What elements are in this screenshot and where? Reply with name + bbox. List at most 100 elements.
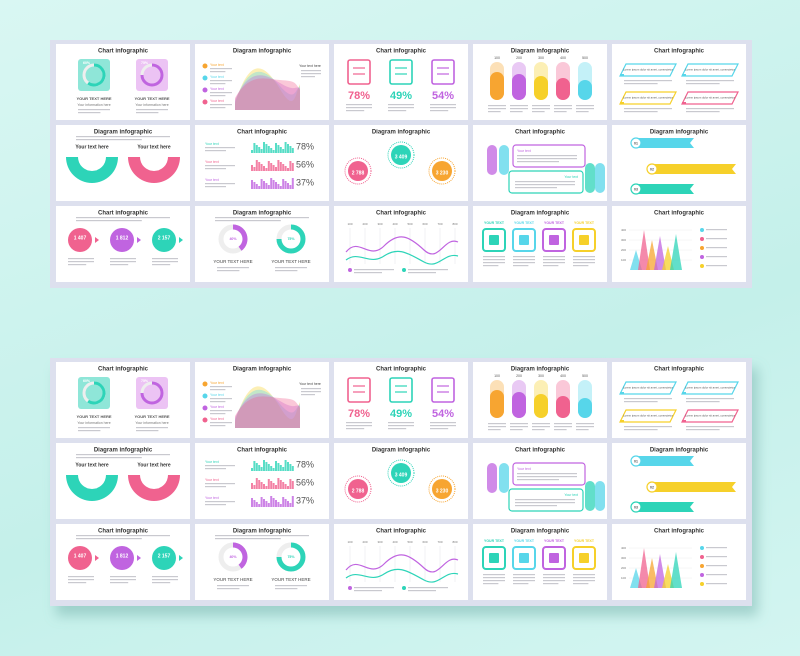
slide-text: 2 788 xyxy=(352,170,365,176)
hist-bar xyxy=(270,178,273,189)
slide-text: Your text xyxy=(210,87,224,91)
slide-text: 300 xyxy=(621,238,626,242)
hist-bar xyxy=(260,149,263,153)
text-line xyxy=(217,267,249,269)
hist-bar xyxy=(282,164,285,171)
slide-bg xyxy=(612,524,746,600)
tag xyxy=(681,63,739,77)
text-line xyxy=(573,583,589,585)
hist-bar xyxy=(275,167,277,171)
hist-bar xyxy=(291,148,294,153)
text-line xyxy=(210,71,226,73)
text-line xyxy=(388,422,414,424)
text-line xyxy=(517,479,559,481)
text-line xyxy=(515,505,557,507)
hist-bar xyxy=(251,165,253,171)
text-line xyxy=(483,262,505,264)
slide-bg xyxy=(56,362,190,438)
text-line xyxy=(408,587,448,589)
text-line xyxy=(215,538,281,540)
hist-bar xyxy=(287,168,289,171)
hist-bar xyxy=(277,502,280,507)
disc xyxy=(68,546,92,570)
text-line xyxy=(543,580,565,582)
hist-bar xyxy=(260,467,263,471)
text-line xyxy=(301,391,321,393)
slide-text: YOUR TEXT xyxy=(514,539,535,543)
text-line xyxy=(624,426,672,428)
slide-text: 500 xyxy=(407,222,412,226)
hist-bar xyxy=(272,180,275,189)
badge xyxy=(432,161,452,181)
text-line xyxy=(430,107,456,109)
text-line xyxy=(517,476,577,478)
icon xyxy=(519,553,529,563)
hist-bar xyxy=(260,164,263,171)
line-b xyxy=(345,250,459,265)
text-line xyxy=(76,217,170,219)
slide: Diagram infographic YOUR TEXT YOUR TEXT YOU… xyxy=(473,524,607,600)
wave xyxy=(235,396,300,428)
hist-bar xyxy=(277,145,280,153)
icon xyxy=(579,235,589,245)
slide-title: Chart infographic xyxy=(237,130,288,136)
icon xyxy=(519,235,529,245)
slide-text: 02 xyxy=(650,167,654,171)
icon xyxy=(549,553,559,563)
text-line xyxy=(543,577,565,579)
text-line xyxy=(576,423,594,425)
text-line xyxy=(686,429,720,431)
text-line xyxy=(513,265,529,267)
slide-title: Chart infographic xyxy=(376,367,427,373)
slide: Chart infographic 100 200 300 400 500 600 700 80… xyxy=(334,206,468,282)
slide-text: 2 157 xyxy=(158,553,171,559)
slide-title: Diagram infographic xyxy=(511,367,570,373)
hist-bar xyxy=(258,465,261,471)
hist-bar xyxy=(289,464,292,471)
slide-text: Your text xyxy=(210,381,224,385)
tag-fill xyxy=(620,102,624,104)
slide-text: 78% xyxy=(296,459,314,469)
legend-dot xyxy=(202,99,208,105)
text-line xyxy=(686,398,734,400)
text-line xyxy=(354,590,382,592)
hist-bar xyxy=(267,503,270,507)
text-line xyxy=(301,388,321,390)
slide-text: YOUR TEXT HERE xyxy=(134,96,169,101)
hist-bar xyxy=(265,501,268,507)
slide-text: Lorem ipsum dolor sit amet, consectetur xyxy=(623,96,673,100)
slide-text: Your text xyxy=(210,75,224,79)
text-line xyxy=(210,80,232,82)
hist-bar xyxy=(289,503,292,507)
cylinder xyxy=(487,463,497,493)
arrow xyxy=(95,555,99,561)
text-line xyxy=(576,108,594,110)
slide: Chart infographic Lorem ipsum dolor sit a… xyxy=(612,362,746,438)
text-line xyxy=(554,111,567,113)
slide-text: 500 xyxy=(407,540,412,544)
tag-fill xyxy=(682,392,686,394)
slide-title: Chart infographic xyxy=(515,448,566,454)
hist-bar xyxy=(277,478,280,489)
hist-bar xyxy=(258,504,261,507)
text-line xyxy=(301,394,315,396)
text-line xyxy=(110,258,136,260)
hist-bar xyxy=(289,479,292,489)
icon xyxy=(549,235,559,245)
badge xyxy=(391,145,411,165)
text-line xyxy=(152,261,178,263)
ring-arc xyxy=(276,224,306,254)
hist-bar xyxy=(289,146,292,153)
slide-text: Your text xyxy=(205,160,219,164)
text-line xyxy=(346,425,372,427)
hist-bar xyxy=(270,481,273,489)
hist-bar xyxy=(255,463,258,471)
text-line xyxy=(110,264,129,266)
slide-title: Diagram infographic xyxy=(650,448,709,454)
capsule xyxy=(556,396,570,418)
hist-bar xyxy=(284,166,287,171)
text-line xyxy=(488,111,501,113)
wave xyxy=(235,393,300,428)
text-line xyxy=(543,262,565,264)
text-line xyxy=(346,107,372,109)
